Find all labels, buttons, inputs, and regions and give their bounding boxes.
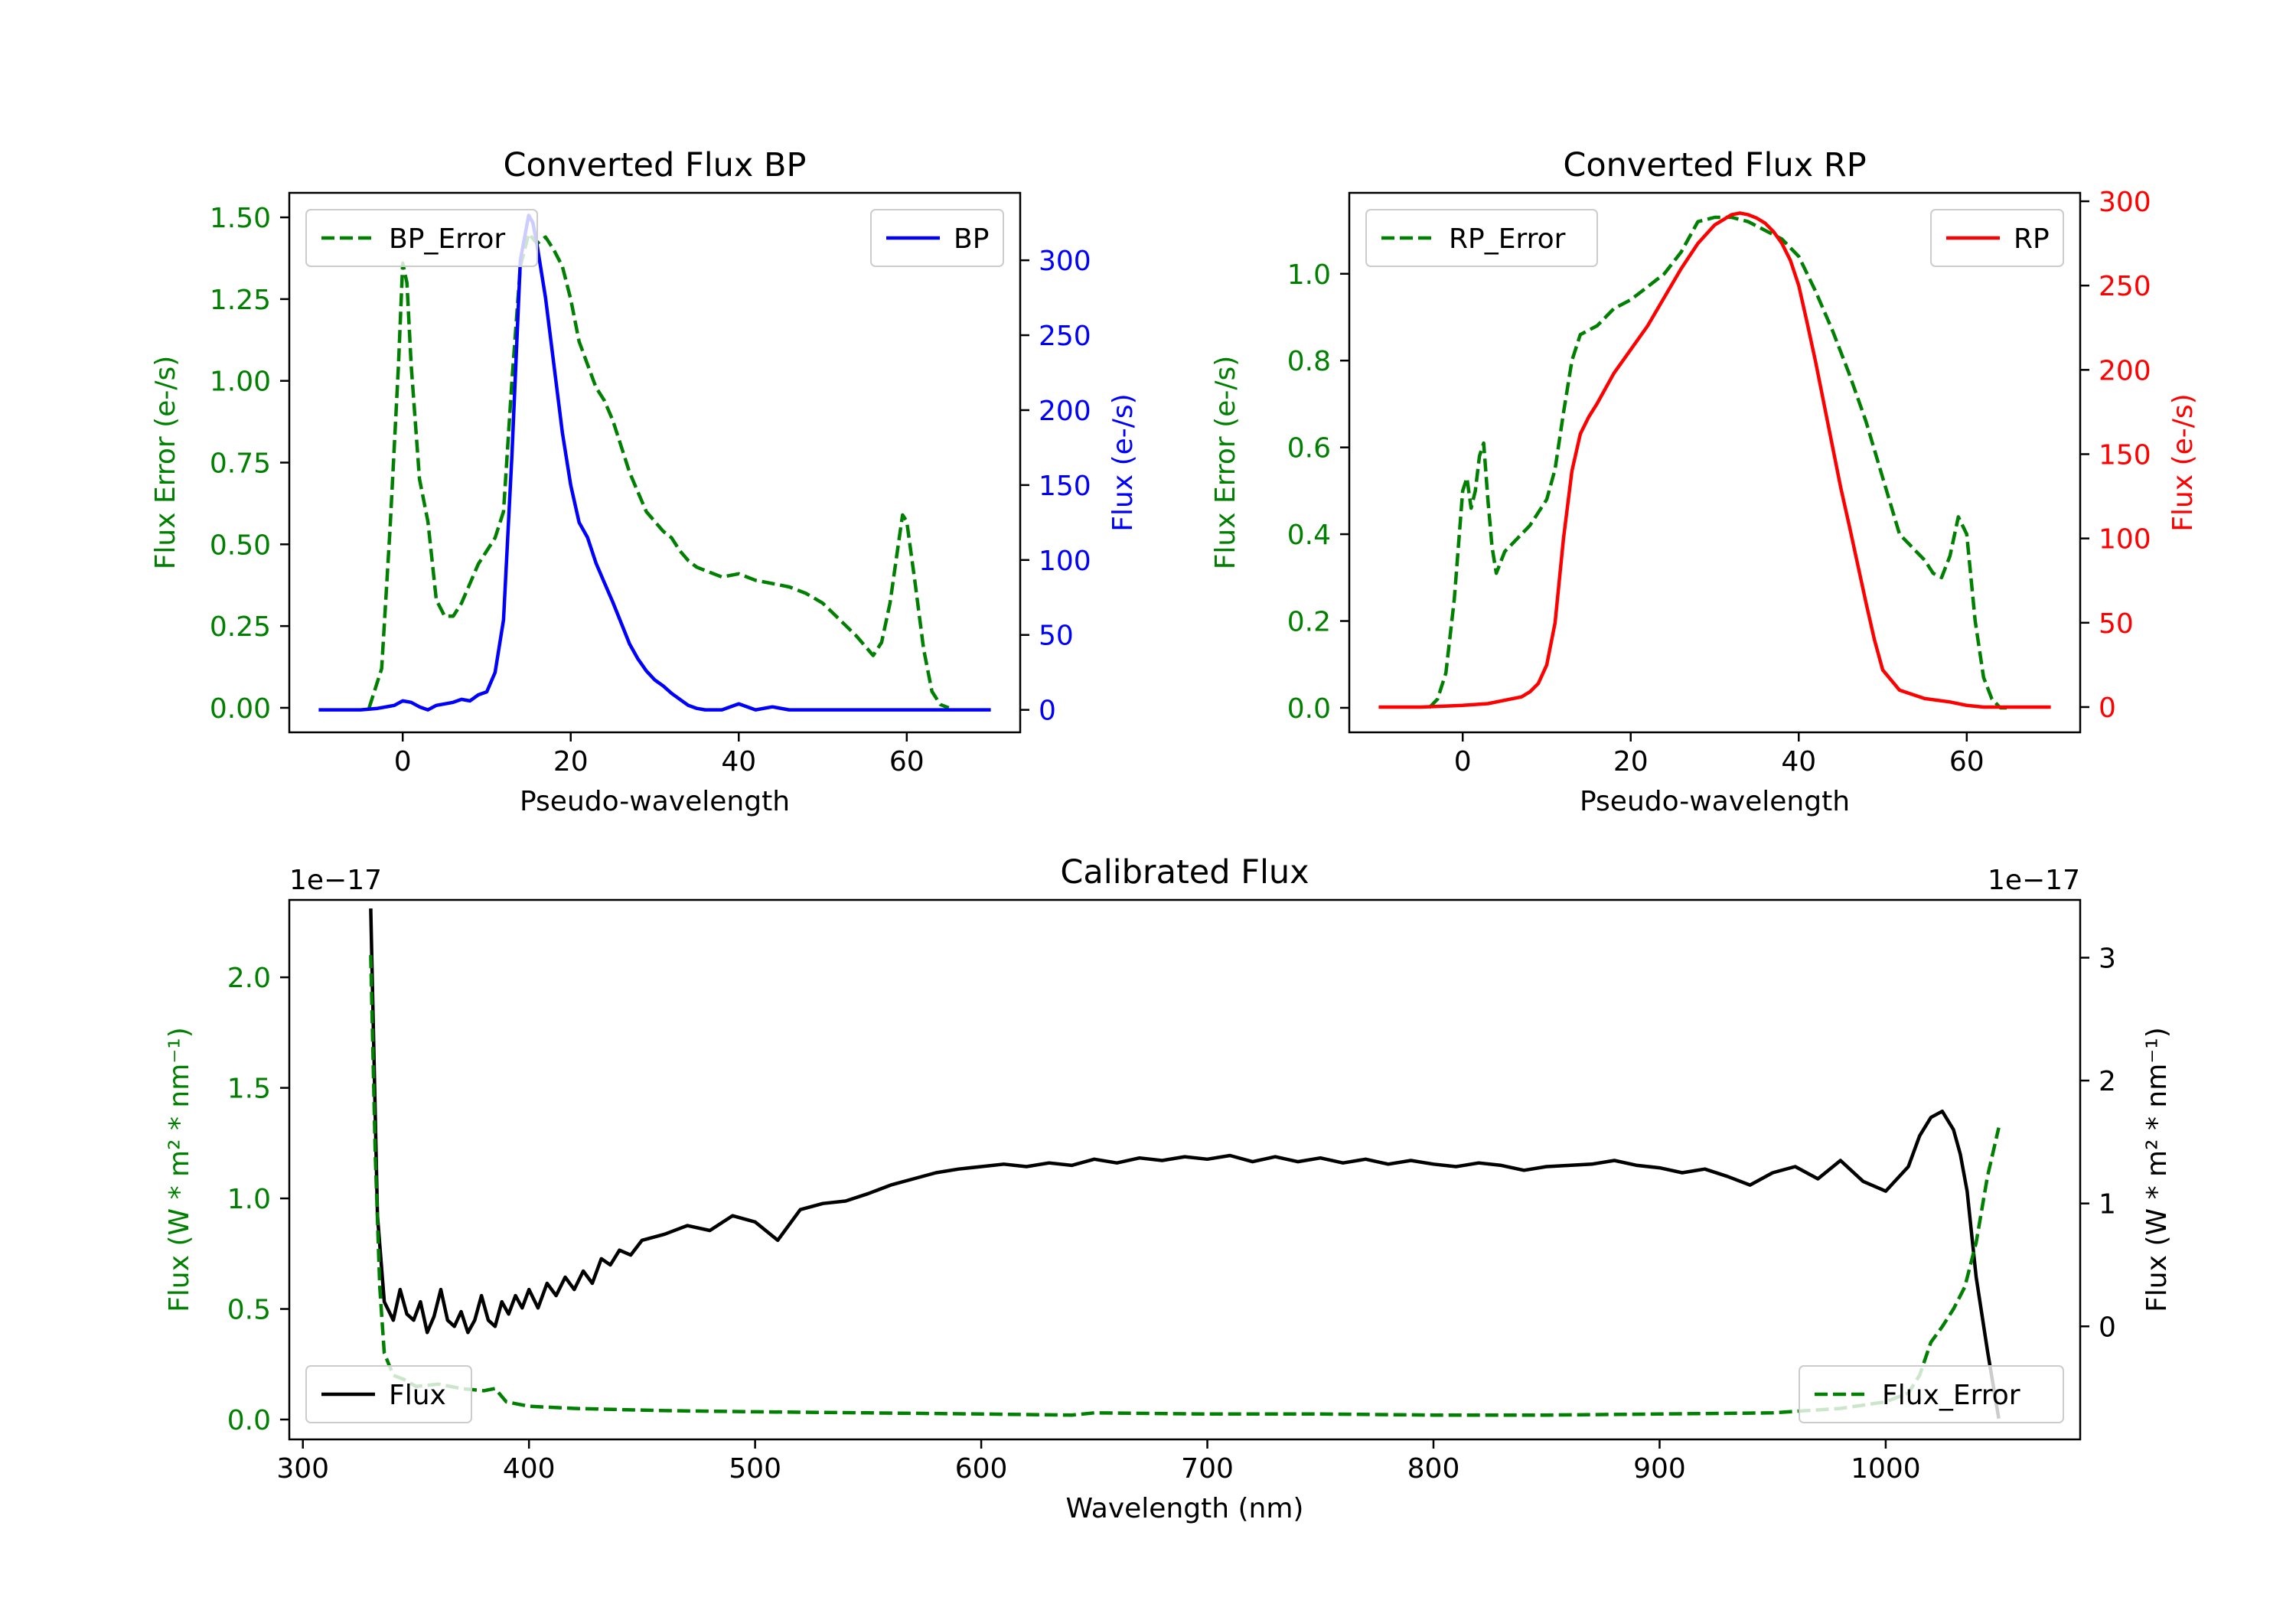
cal-ytick-right-label: 2 bbox=[2099, 1066, 2116, 1097]
cal-xtick-label: 300 bbox=[276, 1453, 329, 1485]
rp-y-axis-label-right: Flux (e-/s) bbox=[2167, 393, 2199, 531]
cal-legend-flux: Flux bbox=[305, 1365, 472, 1423]
cal-ytick-left-label: 1.0 bbox=[227, 1184, 271, 1215]
bp-ytick-left-label: 0.75 bbox=[210, 448, 271, 480]
rp-y-axis-label-left: Flux Error (e-/s) bbox=[1210, 356, 1241, 570]
rp-series-rp-error bbox=[1427, 215, 2009, 710]
rp-ytick-right-label: 250 bbox=[2099, 271, 2151, 302]
rp-ytick-right-label: 200 bbox=[2099, 355, 2151, 386]
cal-ytick-left-label: 0.0 bbox=[227, 1405, 271, 1436]
cal-offset-right: 1e−17 bbox=[1988, 865, 2080, 896]
bp-ytick-left-label: 1.00 bbox=[210, 367, 271, 398]
bp-series-bp bbox=[318, 214, 991, 712]
cal-legend-box bbox=[305, 1365, 472, 1423]
bp-xtick-label: 60 bbox=[889, 746, 925, 777]
bp-legend-box bbox=[305, 209, 538, 267]
bp-legend-bp: BP bbox=[870, 209, 1004, 267]
bp-ytick-left-label: 1.25 bbox=[210, 285, 271, 316]
bp-ytick-left-label: 0.00 bbox=[210, 693, 271, 725]
cal-y-axis-label-right: Flux (W * m² * nm⁻¹) bbox=[2141, 1027, 2173, 1312]
bp-xtick-label: 40 bbox=[721, 746, 756, 777]
rp-ytick-right-label: 300 bbox=[2099, 187, 2151, 218]
rp-ytick-right-label: 150 bbox=[2099, 439, 2151, 471]
rp-ytick-right-label: 50 bbox=[2099, 608, 2134, 640]
cal-y-axis-label-left: Flux (W * m² * nm⁻¹) bbox=[164, 1027, 195, 1312]
bp-y-axis-label-right: Flux (e-/s) bbox=[1107, 393, 1139, 531]
bp-series-bp-error bbox=[367, 232, 950, 710]
cal-ytick-right-label: 3 bbox=[2099, 943, 2116, 974]
cal-xtick-label: 1000 bbox=[1851, 1453, 1921, 1485]
cal-xtick-label: 400 bbox=[503, 1453, 556, 1485]
bp-legend-label: BP bbox=[954, 223, 989, 255]
bp-ytick-left-label: 0.25 bbox=[210, 611, 271, 643]
bp-ytick-right-label: 200 bbox=[1039, 396, 1091, 427]
cal-xtick-label: 900 bbox=[1633, 1453, 1686, 1485]
rp-legend-label: RP bbox=[2014, 223, 2050, 255]
cal-plot-frame bbox=[288, 898, 2082, 1441]
rp-ytick-left-label: 1.0 bbox=[1287, 259, 1331, 291]
cal-ytick-right-label: 0 bbox=[2099, 1312, 2116, 1343]
bp-ytick-right-label: 150 bbox=[1039, 471, 1091, 502]
bp-ytick-right-label: 100 bbox=[1039, 546, 1091, 577]
bp-y-axis-label-left: Flux Error (e-/s) bbox=[150, 356, 181, 570]
cal-legend-label: Flux bbox=[389, 1380, 446, 1411]
bp-ytick-left-label: 1.50 bbox=[210, 203, 271, 234]
rp-ytick-left-label: 0.0 bbox=[1287, 693, 1331, 725]
cal-xtick-label: 600 bbox=[955, 1453, 1008, 1485]
bp-legend-bp-error: BP_Error bbox=[305, 209, 538, 267]
cal-legend-flux-error: Flux_Error bbox=[1799, 1365, 2064, 1423]
cal-legend-box bbox=[1799, 1365, 2064, 1423]
rp-xtick-label: 20 bbox=[1613, 746, 1649, 777]
cal-series-flux bbox=[369, 908, 2001, 1420]
rp-ytick-right-label: 100 bbox=[2099, 524, 2151, 556]
rp-ytick-right-label: 0 bbox=[2099, 693, 2116, 724]
rp-xtick-label: 60 bbox=[1949, 746, 1985, 777]
cal-chart-title: Calibrated Flux bbox=[1060, 853, 1309, 892]
rp-legend-rp-error: RP_Error bbox=[1365, 209, 1598, 267]
calibrated-chart-panel: 300 400 500 600 700 800 900 1000 0.0 0.5 1.0 1.5 2.0… bbox=[164, 853, 2173, 1524]
cal-ytick-right-label: 1 bbox=[2099, 1189, 2116, 1221]
bp-ytick-right-label: 250 bbox=[1039, 321, 1091, 352]
rp-plot-frame bbox=[1348, 191, 2082, 734]
bp-ytick-right-label: 50 bbox=[1039, 621, 1074, 652]
cal-xtick-label: 700 bbox=[1181, 1453, 1234, 1485]
rp-series-rp bbox=[1378, 211, 2051, 709]
rp-chart-panel: 0 20 40 60 0.0 0.2 0.4 0.6 0.8 1.0 0 50 100 150 200 250… bbox=[1210, 146, 2199, 817]
bp-chart-title: Converted Flux BP bbox=[504, 146, 807, 184]
cal-ytick-left-label: 1.5 bbox=[227, 1074, 271, 1105]
rp-ytick-left-label: 0.2 bbox=[1287, 607, 1331, 638]
rp-x-axis-label: Pseudo-wavelength bbox=[1580, 786, 1850, 817]
bp-legend-label: BP_Error bbox=[389, 223, 505, 255]
cal-ytick-left-label: 2.0 bbox=[227, 963, 271, 994]
cal-legend-label: Flux_Error bbox=[1882, 1380, 2020, 1411]
bp-ytick-right-label: 300 bbox=[1039, 246, 1091, 277]
rp-xtick-label: 40 bbox=[1781, 746, 1816, 777]
rp-legend-box bbox=[1365, 209, 1598, 267]
rp-chart-title: Converted Flux RP bbox=[1563, 146, 1866, 184]
bp-chart-panel: 0 20 40 60 0.00 0.25 0.50 0.75 1.00 1.25 1.50 0 50 10… bbox=[150, 146, 1139, 817]
rp-legend-rp: RP bbox=[1930, 209, 2064, 267]
rp-ytick-left-label: 0.8 bbox=[1287, 346, 1331, 377]
rp-legend-label: RP_Error bbox=[1449, 223, 1566, 255]
cal-x-axis-label: Wavelength (nm) bbox=[1066, 1493, 1304, 1524]
cal-xtick-label: 500 bbox=[729, 1453, 781, 1485]
bp-ytick-left-label: 0.50 bbox=[210, 530, 271, 561]
cal-offset-left: 1e−17 bbox=[289, 865, 382, 896]
rp-xtick-label: 0 bbox=[1454, 746, 1472, 777]
rp-ytick-left-label: 0.6 bbox=[1287, 433, 1331, 464]
rp-ytick-left-label: 0.4 bbox=[1287, 520, 1331, 551]
cal-xtick-label: 800 bbox=[1407, 1453, 1460, 1485]
bp-ytick-right-label: 0 bbox=[1039, 696, 1056, 727]
bp-x-axis-label: Pseudo-wavelength bbox=[520, 786, 790, 817]
cal-ytick-left-label: 0.5 bbox=[227, 1295, 271, 1326]
bp-xtick-label: 0 bbox=[394, 746, 412, 777]
bp-xtick-label: 20 bbox=[553, 746, 589, 777]
